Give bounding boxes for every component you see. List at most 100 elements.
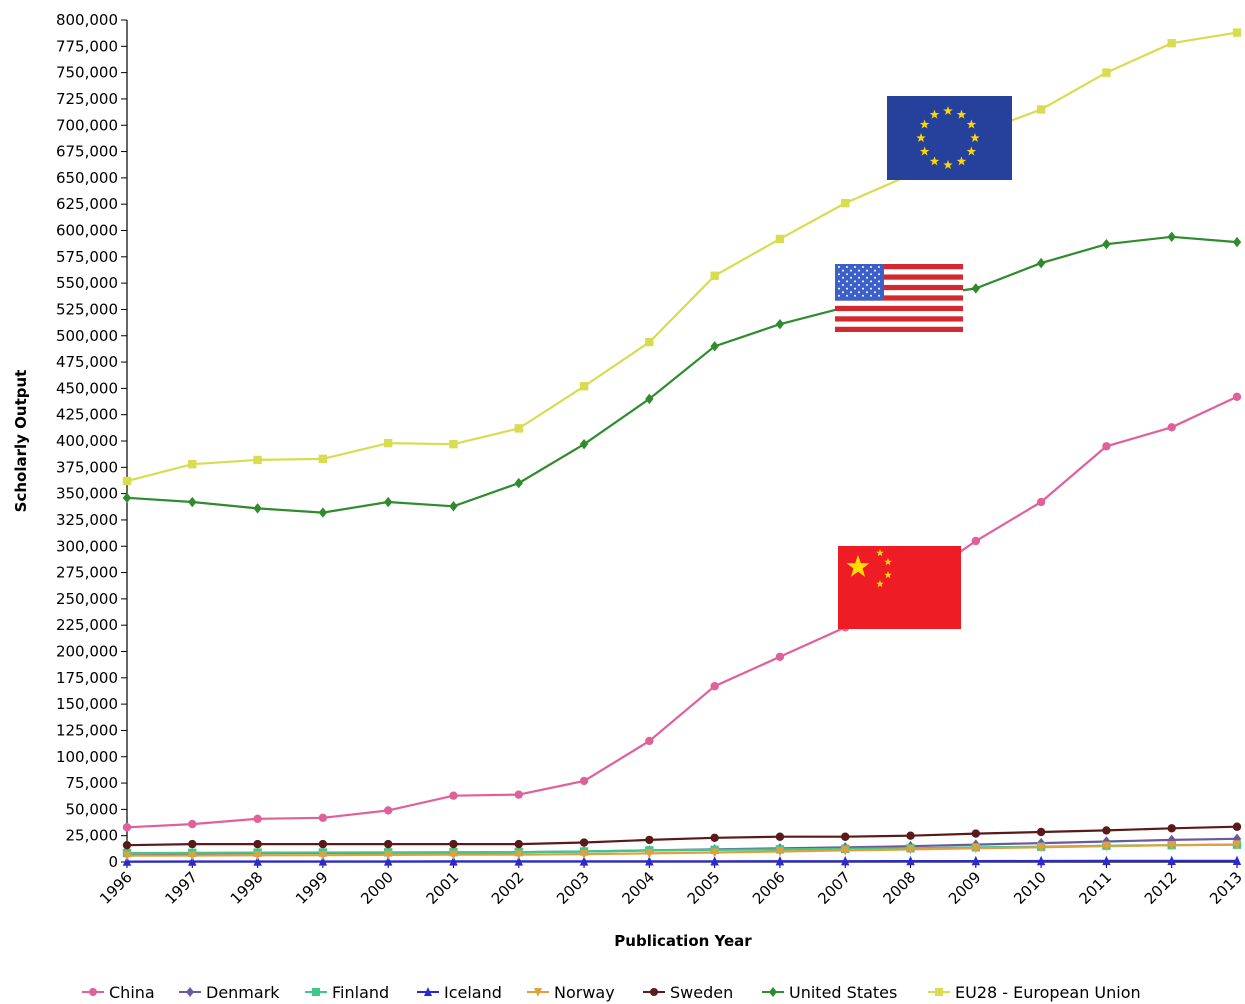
us-flag-star bbox=[862, 280, 864, 283]
y-tick-label: 675,000 bbox=[56, 143, 118, 161]
data-point-eu28-european-union bbox=[1232, 28, 1242, 37]
us-flag-star bbox=[866, 284, 868, 286]
data-point-sweden bbox=[906, 831, 915, 840]
y-tick-label: 650,000 bbox=[56, 169, 118, 187]
y-tick-label: 500,000 bbox=[56, 327, 118, 345]
data-point-china bbox=[971, 536, 981, 546]
legend-item-finland: Finland bbox=[305, 983, 389, 1002]
data-point-iceland bbox=[906, 855, 915, 866]
data-point-sweden bbox=[383, 839, 393, 849]
data-point-norway bbox=[906, 845, 915, 855]
y-tick-label: 725,000 bbox=[56, 90, 118, 108]
data-point-sweden bbox=[318, 839, 328, 849]
series-line-eu28-european-union bbox=[126, 31, 1238, 483]
us-flag-icon bbox=[835, 264, 963, 332]
data-point-china bbox=[449, 791, 458, 800]
data-point-china bbox=[1167, 423, 1176, 432]
x-tick-label: 2006 bbox=[749, 868, 789, 908]
us-flag-star bbox=[846, 294, 848, 297]
data-point-sweden bbox=[1102, 826, 1111, 835]
y-axis-title: Scholarly Output bbox=[12, 370, 30, 513]
data-point-eu28-european-union bbox=[253, 455, 262, 465]
y-tick-label: 350,000 bbox=[56, 485, 118, 503]
data-point-china bbox=[710, 682, 719, 691]
us-flag-star bbox=[874, 276, 876, 279]
us-flag-star bbox=[842, 291, 844, 294]
us-flag-star bbox=[866, 291, 868, 294]
legend-item-denmark: Denmark bbox=[179, 983, 280, 1002]
data-point-eu28-european-union bbox=[449, 439, 458, 449]
us-flag-star bbox=[846, 280, 848, 283]
us-flag-star bbox=[862, 294, 864, 297]
legend-label: China bbox=[109, 983, 155, 1002]
legend-label: Iceland bbox=[444, 983, 502, 1002]
data-point-denmark bbox=[1232, 833, 1242, 845]
data-point-china bbox=[122, 823, 132, 832]
data-point-china bbox=[775, 652, 785, 661]
us-flag-star bbox=[878, 273, 880, 276]
y-tick-label: 800,000 bbox=[56, 11, 118, 29]
x-tick-label: 1997 bbox=[161, 868, 201, 908]
eu-flag-star bbox=[966, 119, 977, 129]
y-tick-label: 600,000 bbox=[56, 222, 118, 240]
data-point-china bbox=[253, 814, 262, 824]
legend-label: Sweden bbox=[670, 983, 733, 1002]
us-flag-stripe bbox=[835, 284, 963, 291]
y-tick-label: 575,000 bbox=[56, 248, 118, 266]
x-tick-label: 2009 bbox=[945, 868, 985, 908]
us-flag-stripe bbox=[835, 305, 963, 312]
data-point-norway bbox=[971, 844, 981, 854]
legend-swatch-marker bbox=[186, 987, 194, 997]
y-tick-label: 550,000 bbox=[56, 274, 118, 292]
us-flag-star bbox=[842, 269, 844, 272]
data-point-norway bbox=[318, 850, 328, 861]
x-tick-label: 2000 bbox=[357, 868, 397, 908]
data-point-china bbox=[318, 813, 328, 822]
y-tick-label: 775,000 bbox=[56, 37, 118, 55]
x-axis-ticks: 1996 1997 1998 1999 2000 2001 2002 2003 2004 2005… bbox=[96, 862, 1245, 908]
y-tick-label: 100,000 bbox=[56, 748, 118, 766]
x-tick-label: 2002 bbox=[488, 868, 528, 908]
us-flag-star bbox=[854, 266, 856, 268]
y-tick-label: 0 bbox=[108, 853, 118, 871]
cn-flag-small-star bbox=[884, 571, 892, 579]
us-flag-star bbox=[870, 287, 872, 290]
us-flag-star bbox=[854, 287, 856, 290]
series-iceland bbox=[122, 855, 1242, 866]
legend-item-china: China bbox=[82, 983, 155, 1002]
us-flag-star bbox=[878, 266, 880, 268]
x-tick-label: 2003 bbox=[553, 868, 593, 908]
series-norway bbox=[122, 840, 1242, 861]
axes bbox=[126, 20, 1239, 863]
us-flag-star bbox=[870, 266, 872, 268]
y-tick-label: 700,000 bbox=[56, 116, 118, 134]
data-point-iceland bbox=[645, 856, 654, 866]
x-tick-label: 2012 bbox=[1141, 868, 1181, 908]
y-axis-ticks: 0 25,000 50,000 75,000 100,000 125,000 150,000… bbox=[56, 11, 127, 871]
legend-swatch-marker bbox=[935, 988, 943, 996]
legend-item-iceland: Iceland bbox=[417, 983, 502, 1002]
data-point-sweden bbox=[122, 840, 132, 850]
data-point-norway bbox=[253, 851, 262, 861]
us-flag-star bbox=[846, 273, 848, 276]
data-point-united-states bbox=[253, 503, 262, 514]
y-tick-label: 200,000 bbox=[56, 643, 118, 661]
data-point-united-states bbox=[645, 393, 654, 405]
data-point-norway bbox=[1167, 840, 1176, 851]
data-point-united-states bbox=[1102, 238, 1111, 250]
eu-flag-star bbox=[943, 160, 953, 170]
data-point-united-states bbox=[122, 492, 132, 504]
us-flag-star bbox=[850, 284, 852, 286]
data-point-united-states bbox=[514, 477, 523, 489]
data-point-china bbox=[514, 790, 523, 799]
x-tick-label: 1998 bbox=[227, 868, 267, 908]
series-layer bbox=[122, 28, 1242, 866]
legend-swatch-marker bbox=[424, 987, 432, 996]
us-flag-star bbox=[850, 291, 852, 294]
x-tick-label: 2013 bbox=[1206, 868, 1245, 908]
data-point-sweden bbox=[971, 829, 981, 838]
data-point-iceland bbox=[122, 856, 132, 866]
data-point-china bbox=[1232, 392, 1242, 401]
x-tick-label: 2001 bbox=[423, 868, 463, 908]
